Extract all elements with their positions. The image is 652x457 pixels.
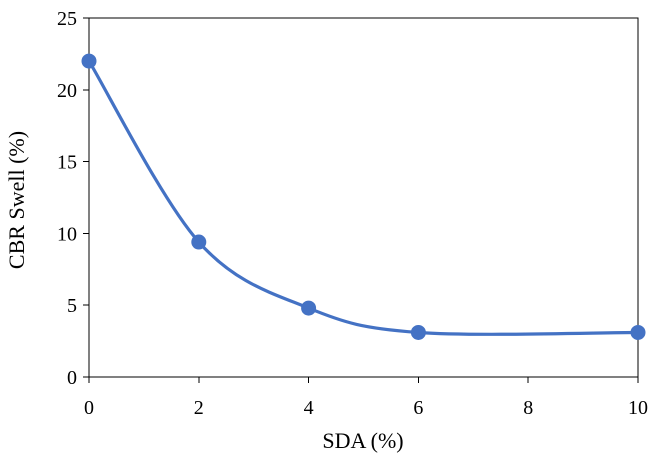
- plot-frame: [88, 17, 639, 378]
- x-tick-label: 8: [523, 397, 533, 419]
- y-tick-label: 0: [67, 367, 77, 389]
- data-point: [301, 300, 317, 316]
- series-layer: [81, 53, 646, 340]
- data-point: [191, 234, 207, 250]
- y-tick-label: 5: [67, 295, 77, 317]
- data-point: [630, 324, 646, 340]
- series-line: [87, 59, 640, 336]
- y-tick-label: 10: [57, 223, 77, 245]
- y-tick-label: 25: [57, 8, 77, 30]
- x-tick-label: 0: [84, 397, 94, 419]
- y-tick-label: 15: [57, 152, 77, 174]
- x-tick-label: 2: [194, 397, 204, 419]
- x-axis-title: SDA (%): [322, 428, 403, 453]
- y-axis-title: CBR Swell (%): [4, 131, 29, 269]
- x-axis-ticks: 0 2 4 6 8 10: [84, 377, 648, 419]
- plot-area-border: [88, 17, 639, 378]
- data-point: [81, 53, 97, 69]
- y-axis-ticks: 0 5 10 15 20 25: [57, 8, 89, 389]
- x-tick-label: 4: [304, 397, 314, 419]
- x-tick-label: 6: [413, 397, 423, 419]
- y-tick-label: 20: [57, 80, 77, 102]
- x-tick-label: 10: [628, 397, 648, 419]
- data-point: [410, 324, 426, 340]
